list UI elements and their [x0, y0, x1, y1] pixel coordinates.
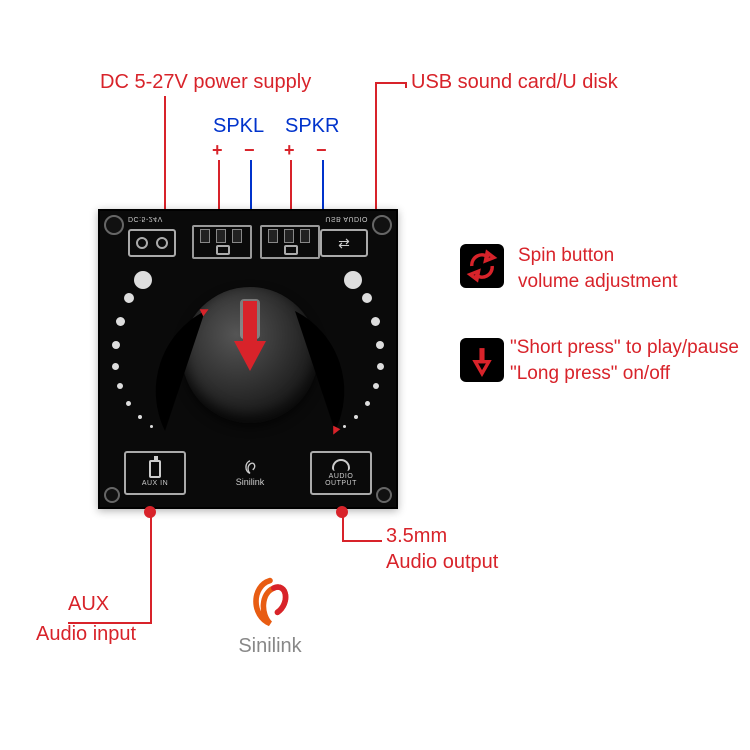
pin-spkl-minus: −: [244, 140, 255, 161]
icon-press: [460, 338, 504, 382]
callout-line-aux: [150, 512, 152, 622]
callout-hline-out: [342, 540, 382, 542]
led-right: [344, 271, 362, 289]
vol-dot: [354, 415, 358, 419]
label-spin-2: volume adjustment: [518, 270, 677, 295]
callout-line-power: [164, 96, 166, 216]
vol-dot: [343, 425, 346, 428]
label-out-2: Audio output: [386, 550, 498, 574]
audio-out-label-2: OUTPUT: [325, 480, 357, 487]
vol-dot: [377, 363, 384, 370]
label-press-2: "Long press" on/off: [510, 362, 670, 387]
vol-dot: [112, 363, 119, 370]
label-power-supply: DC 5-27V power supply: [100, 70, 311, 94]
vol-dot: [124, 293, 134, 303]
icon-spin: [460, 244, 504, 288]
led-left: [134, 271, 152, 289]
vol-dot: [138, 415, 142, 419]
vol-dot: [150, 425, 153, 428]
label-usb: USB sound card/U disk: [411, 70, 618, 94]
terminal-spkl[interactable]: [192, 225, 252, 259]
label-out-1: 3.5mm: [386, 524, 447, 548]
terminal-spkr[interactable]: [260, 225, 320, 259]
brand-on-board: Sinilink: [219, 451, 281, 495]
audio-out-label-1: AUDIO: [329, 473, 354, 480]
vol-dot: [376, 341, 384, 349]
brand-logo: Sinilink: [210, 575, 330, 658]
label-press-1: "Short press" to play/pause: [510, 336, 739, 361]
volume-knob[interactable]: [182, 287, 318, 423]
vol-dot: [373, 383, 379, 389]
silk-usb: USB AUDIO: [325, 215, 368, 222]
pin-spkl-plus: +: [212, 140, 223, 161]
usb-port[interactable]: ⇄: [320, 229, 368, 257]
brand-name: Sinilink: [238, 635, 301, 657]
vol-dot: [117, 383, 123, 389]
vol-dot: [112, 341, 120, 349]
audio-out-jack[interactable]: AUDIO OUTPUT: [310, 451, 372, 495]
aux-in-jack[interactable]: AUX IN: [124, 451, 186, 495]
callout-hline-usb: [375, 82, 407, 84]
callout-vline-usb: [375, 82, 377, 216]
vol-dot: [116, 317, 125, 326]
label-aux-1: AUX: [68, 592, 109, 616]
brand-label: Sinilink: [236, 477, 265, 487]
vol-dot: [371, 317, 380, 326]
dc-power-jack[interactable]: [128, 229, 176, 257]
silk-dc: DC:5-24V: [128, 215, 163, 222]
vol-dot: [365, 401, 370, 406]
label-spkl: SPKL: [213, 114, 264, 138]
pin-spkr-plus: +: [284, 140, 295, 161]
aux-in-label: AUX IN: [142, 480, 168, 487]
callout-line-out: [342, 512, 344, 540]
vol-dot: [362, 293, 372, 303]
label-spkr: SPKR: [285, 114, 339, 138]
label-spin-1: Spin button: [518, 244, 614, 269]
amplifier-board: DC:5-24V USB AUDIO ⇄: [98, 209, 398, 509]
label-aux-2: Audio input: [36, 622, 136, 646]
pin-spkr-minus: −: [316, 140, 327, 161]
vol-dot: [126, 401, 131, 406]
